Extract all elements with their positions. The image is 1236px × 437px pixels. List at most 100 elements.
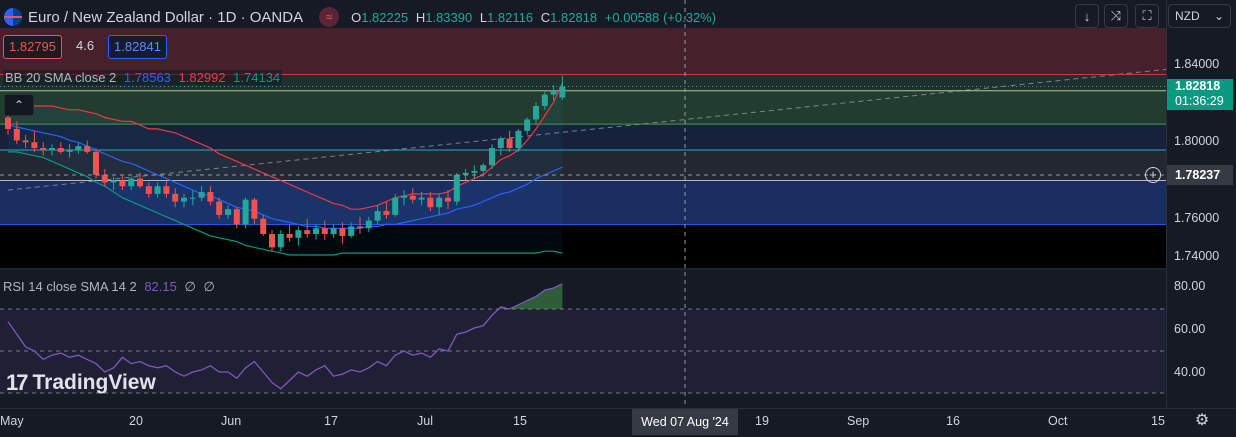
currency-select[interactable]: NZD ⌄ [1168,4,1231,28]
candle-body [286,233,293,238]
price-axis[interactable] [1166,0,1236,408]
bb-lower-line [8,151,563,256]
rsi-pane [0,283,1166,394]
time-axis[interactable] [0,408,1236,437]
collapse-legend-button[interactable]: ⌃ [4,94,34,116]
candle-body [233,209,240,225]
rsi-band [0,309,1166,393]
rsi-tick: 80.00 [1174,279,1206,293]
candle-body [330,228,337,234]
fullscreen-button[interactable]: ⛶ [1135,4,1159,28]
candle-body [49,148,55,150]
tradingview-logo-icon: 17 [6,370,29,395]
current-price-label: 1.82818 01:36:29 [1167,79,1233,110]
candle-body [374,211,381,221]
symbol-icon[interactable] [4,8,22,26]
candle-body [66,149,73,152]
candlestick-series [0,75,1166,252]
candle-body [533,106,539,120]
time-tick: Sep [847,414,870,428]
candle-body [189,197,196,199]
candle-body [145,186,152,194]
candle-body [101,174,108,183]
candle-body [445,197,451,202]
candle-body [154,186,161,194]
candle-body [277,233,284,248]
candle-body [13,128,20,141]
bb-basis-value: 1.78563 [123,70,171,85]
plot-background [0,0,1166,408]
crosshair-date-label: Wed 07 Aug '24 [632,409,738,435]
candle-body [22,140,29,143]
add-alert-icon[interactable]: + [1145,167,1161,183]
time-tick: 16 [946,414,960,428]
time-tick: 17 [324,414,338,428]
zone-band [0,180,1166,225]
candle-body [84,146,91,152]
collapse-button[interactable]: ⤨ [1104,4,1128,28]
time-tick: 20 [129,414,143,428]
candle-body [313,228,319,234]
candle-body [489,148,495,166]
replay-icon[interactable]: ≈ [319,7,340,27]
candle-body [497,138,504,149]
candle-body [409,195,416,200]
collapse-icon: ⤨ [1110,8,1122,23]
candle-body [216,201,223,215]
rsi-tick: 40.00 [1174,365,1206,379]
high-value: 1.83390 [425,9,473,25]
candle-body [392,197,399,215]
candle-body [119,180,126,187]
chart-header: Euro / New Zealand Dollar · 1D · OANDA ≈… [0,6,716,28]
zone-band [0,74,1166,91]
open-value: 1.82225 [361,9,409,25]
close-value: 1.82818 [550,9,598,25]
candle-body [304,230,311,234]
chart-plot-area[interactable] [0,0,1166,408]
ohlc-values: O1.82225 H1.83390 L1.82116 C1.82818 +0.0… [351,9,717,25]
candle-body [541,94,548,107]
bollinger-bands [7,82,563,256]
candle-body [348,226,355,236]
spread-value: 4.6 [76,38,95,53]
time-tick: Jul [417,414,433,428]
candle-body [242,199,249,225]
candle-body [93,151,99,175]
time-tick: Jun [221,414,242,428]
sell-button[interactable]: 1.82795 [3,35,62,59]
bb-legend[interactable]: BB 20 SMA close 2 1.78563 1.82992 1.7413… [3,70,283,85]
buy-button[interactable]: 1.82841 [108,35,167,59]
candle-body [57,148,64,152]
rsi-value: 82.15 [144,279,177,294]
candle-body [225,209,231,215]
candle-body [480,165,487,171]
candle-body [418,197,425,200]
candle-body [365,220,372,229]
rsi-legend[interactable]: RSI 14 close SMA 14 2 82.15 ∅ ∅ [3,279,215,294]
candle-body [40,148,47,150]
candle-body [128,178,135,187]
symbol-title[interactable]: Euro / New Zealand Dollar · 1D · OANDA [28,8,304,26]
price-tick: 1.80000 [1174,134,1220,148]
settings-gear-icon[interactable]: ⚙ [1194,412,1210,429]
rsi-tick: 60.00 [1174,322,1206,336]
scroll-down-button[interactable]: ↓ [1075,4,1099,28]
bar-countdown: 01:36:29 [1175,94,1224,108]
zone-band [0,28,1166,75]
candle-body [383,211,390,215]
price-tick: 1.84000 [1174,57,1220,71]
candle-body [75,146,82,150]
candle-body [462,172,469,175]
bb-upper-line [7,82,563,210]
time-tick: 19 [755,414,769,428]
candle-body [251,199,258,219]
chevron-down-icon: ⌄ [1213,9,1224,23]
candle-body [559,86,566,98]
candle-body [453,174,460,202]
candle-body [515,130,522,149]
candle-body [198,191,205,198]
bb-fill [8,83,563,255]
candle-body [436,197,443,208]
change-value: +0.00588 (+0.32%) [604,9,717,25]
candle-body [137,178,143,187]
